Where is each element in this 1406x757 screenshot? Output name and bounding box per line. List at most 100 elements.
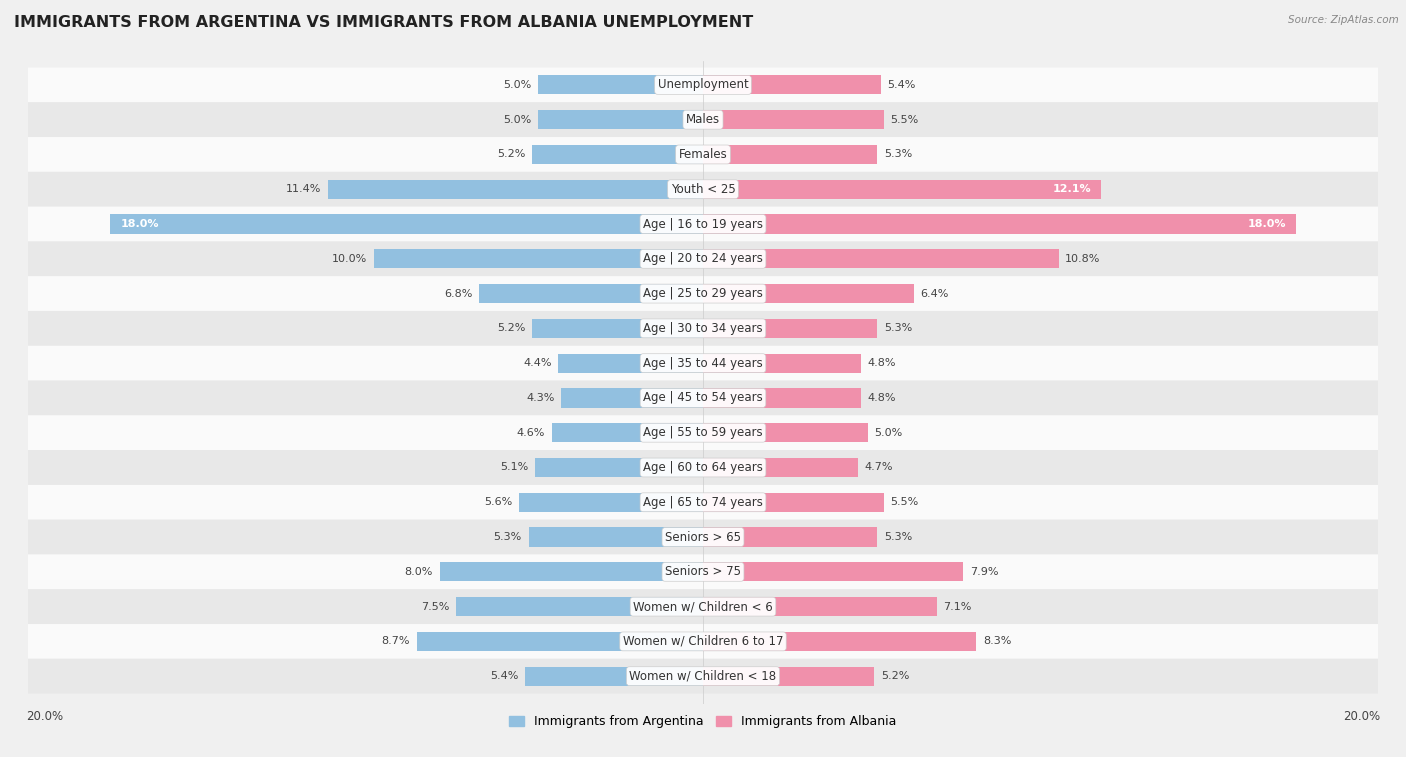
Text: Seniors > 65: Seniors > 65 (665, 531, 741, 544)
FancyBboxPatch shape (18, 241, 1388, 276)
Text: 5.4%: 5.4% (491, 671, 519, 681)
Bar (776, 354, 860, 372)
Text: 4.6%: 4.6% (516, 428, 546, 438)
Text: 5.0%: 5.0% (875, 428, 903, 438)
Text: 5.2%: 5.2% (496, 149, 526, 160)
Text: Women w/ Children 6 to 17: Women w/ Children 6 to 17 (623, 635, 783, 648)
Bar (630, 632, 703, 651)
Text: 8.7%: 8.7% (381, 637, 411, 646)
Bar (630, 249, 703, 269)
FancyBboxPatch shape (18, 311, 1388, 346)
Bar (630, 528, 703, 547)
Text: Age | 25 to 29 years: Age | 25 to 29 years (643, 287, 763, 300)
Text: 5.3%: 5.3% (884, 149, 912, 160)
Bar (630, 284, 703, 303)
Bar (703, 110, 776, 129)
Text: 4.4%: 4.4% (523, 358, 551, 368)
Bar (776, 249, 1059, 269)
Legend: Immigrants from Argentina, Immigrants from Albania: Immigrants from Argentina, Immigrants fr… (505, 710, 901, 733)
Text: 4.8%: 4.8% (868, 393, 896, 403)
Bar (558, 354, 630, 372)
Bar (703, 388, 776, 407)
Bar (526, 667, 630, 686)
Bar (630, 110, 703, 129)
Text: 12.1%: 12.1% (1053, 184, 1091, 195)
Text: 7.1%: 7.1% (943, 602, 972, 612)
Bar (703, 423, 776, 442)
Bar (703, 249, 776, 269)
Text: 5.2%: 5.2% (496, 323, 526, 333)
Text: Females: Females (679, 148, 727, 161)
Bar (630, 319, 703, 338)
Text: Age | 65 to 74 years: Age | 65 to 74 years (643, 496, 763, 509)
Bar (111, 214, 630, 234)
Text: 11.4%: 11.4% (285, 184, 321, 195)
Text: Source: ZipAtlas.com: Source: ZipAtlas.com (1288, 15, 1399, 25)
Bar (630, 354, 703, 372)
Text: Seniors > 75: Seniors > 75 (665, 565, 741, 578)
Bar (630, 179, 703, 199)
Text: 5.0%: 5.0% (503, 115, 531, 125)
Bar (703, 493, 776, 512)
FancyBboxPatch shape (18, 276, 1388, 311)
Bar (776, 632, 976, 651)
Bar (561, 388, 630, 407)
Text: Age | 60 to 64 years: Age | 60 to 64 years (643, 461, 763, 474)
Text: 5.6%: 5.6% (484, 497, 512, 507)
Text: 7.9%: 7.9% (970, 567, 998, 577)
Bar (703, 632, 776, 651)
Bar (776, 214, 1295, 234)
Bar (776, 388, 860, 407)
FancyBboxPatch shape (18, 450, 1388, 485)
Bar (703, 458, 776, 477)
FancyBboxPatch shape (18, 381, 1388, 416)
Bar (703, 528, 776, 547)
Text: Women w/ Children < 18: Women w/ Children < 18 (630, 670, 776, 683)
Bar (776, 423, 868, 442)
Text: 5.0%: 5.0% (503, 80, 531, 90)
Text: 5.3%: 5.3% (884, 532, 912, 542)
Bar (703, 284, 776, 303)
FancyBboxPatch shape (18, 207, 1388, 241)
FancyBboxPatch shape (18, 589, 1388, 624)
Bar (630, 667, 703, 686)
Bar (776, 493, 884, 512)
Text: Women w/ Children < 6: Women w/ Children < 6 (633, 600, 773, 613)
Bar (538, 76, 630, 95)
Bar (703, 667, 776, 686)
Text: Age | 20 to 24 years: Age | 20 to 24 years (643, 252, 763, 265)
Bar (374, 249, 630, 269)
Bar (519, 493, 630, 512)
Bar (776, 145, 877, 164)
FancyBboxPatch shape (18, 172, 1388, 207)
Text: 5.3%: 5.3% (494, 532, 522, 542)
Bar (531, 145, 630, 164)
Text: 5.2%: 5.2% (880, 671, 910, 681)
Bar (630, 423, 703, 442)
Bar (776, 319, 877, 338)
Bar (630, 145, 703, 164)
Bar (703, 319, 776, 338)
Text: 18.0%: 18.0% (1247, 219, 1285, 229)
Text: 18.0%: 18.0% (121, 219, 159, 229)
Text: Age | 30 to 34 years: Age | 30 to 34 years (643, 322, 763, 335)
Bar (416, 632, 630, 651)
Bar (776, 76, 880, 95)
Text: 5.5%: 5.5% (890, 497, 920, 507)
Text: 4.3%: 4.3% (526, 393, 555, 403)
Text: Unemployment: Unemployment (658, 79, 748, 92)
FancyBboxPatch shape (18, 416, 1388, 450)
Bar (703, 76, 776, 95)
Text: Youth < 25: Youth < 25 (671, 182, 735, 196)
Bar (630, 458, 703, 477)
Bar (536, 458, 630, 477)
Text: 8.0%: 8.0% (405, 567, 433, 577)
FancyBboxPatch shape (18, 624, 1388, 659)
Bar (776, 179, 1101, 199)
Bar (776, 528, 877, 547)
Bar (529, 528, 630, 547)
Bar (776, 667, 875, 686)
Text: Age | 45 to 54 years: Age | 45 to 54 years (643, 391, 763, 404)
Bar (630, 562, 703, 581)
FancyBboxPatch shape (18, 346, 1388, 381)
